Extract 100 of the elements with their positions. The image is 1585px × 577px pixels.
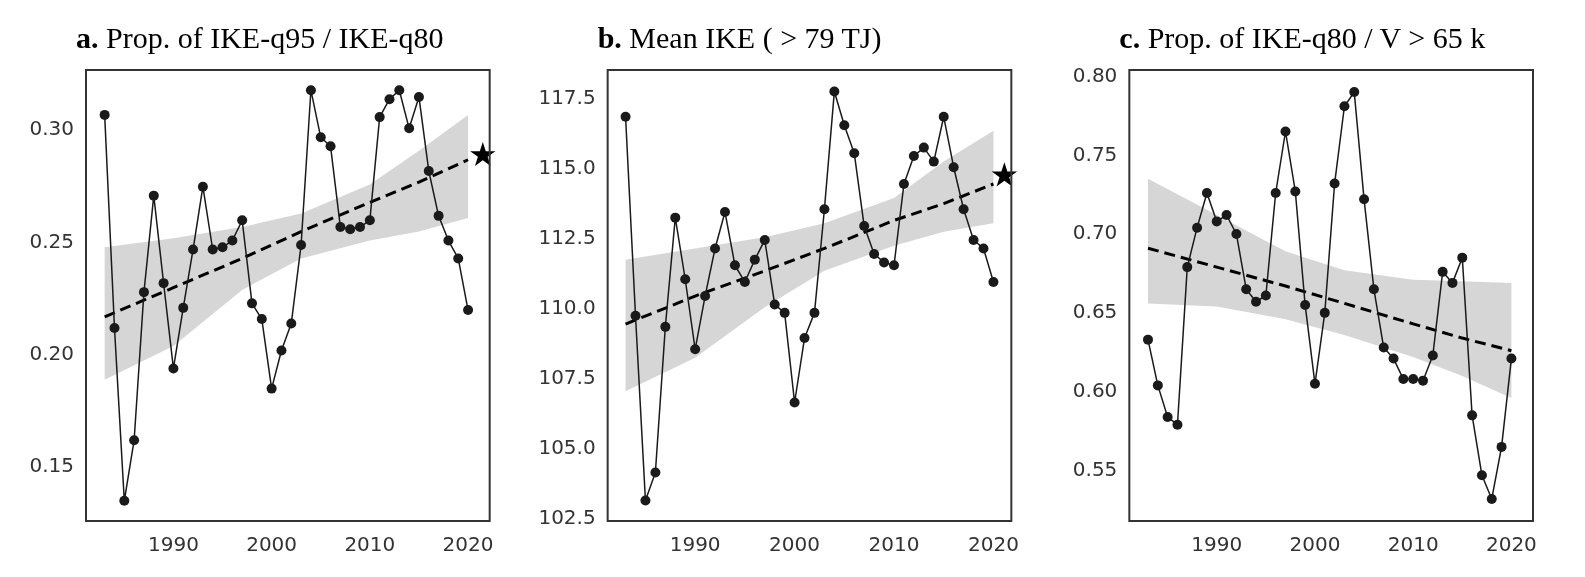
point [700,291,711,302]
y-tick-label: 0.15 [29,452,74,477]
point [1467,410,1478,421]
y-tick-label: 0.60 [1072,378,1118,403]
point [879,257,890,268]
point [1251,296,1262,307]
chart-title: c. Prop. of IKE-q80 / V > 65 k [1119,21,1486,54]
y-tick-label: 0.30 [29,116,74,141]
point [749,254,760,265]
point [197,181,208,192]
point [839,120,850,131]
point [1349,87,1360,98]
point [769,299,780,310]
point [1221,210,1232,221]
point [413,91,424,102]
point [237,215,248,226]
y-tick-label: 0.20 [29,340,74,365]
point [1231,229,1242,239]
point [256,314,267,325]
x-tick-label: 1990 [669,532,721,556]
point [1192,222,1203,233]
point [898,179,909,190]
x-tick-label: 2020 [967,532,1019,556]
y-tick-label: 0.75 [1072,141,1118,166]
point [148,190,159,201]
x-tick-label: 2000 [1289,532,1341,556]
point [670,212,681,223]
point [364,215,375,226]
point [1201,188,1212,198]
y-tick-label: 0.80 [1072,62,1118,87]
point [374,112,385,123]
point [1270,188,1281,198]
point [729,260,740,271]
point [968,235,979,246]
point [1398,374,1409,385]
point [404,123,415,134]
point [988,277,999,288]
point [345,224,356,235]
x-tick-label: 1990 [147,532,199,556]
point [809,307,820,318]
y-tick-label: 0.55 [1072,456,1118,481]
x-tick-label: 2020 [442,532,494,556]
point [1300,299,1311,310]
point [1359,194,1370,205]
y-tick-label: 112.5 [538,225,596,250]
point [819,204,830,215]
point [227,235,238,246]
point [1368,284,1379,295]
point [779,307,790,318]
point [296,240,307,251]
point [433,210,444,221]
point [335,222,346,233]
point [99,109,110,120]
point [109,323,120,334]
point [889,260,900,271]
point [470,141,496,167]
y-tick-label: 110.0 [538,295,596,320]
point [207,244,218,255]
point [286,318,297,329]
point [958,204,969,215]
x-tick-label: 2020 [1485,532,1537,556]
point [305,85,316,96]
point [991,162,1018,187]
y-tick-label: 117.5 [538,85,596,110]
y-tick-label: 0.65 [1072,299,1118,324]
point [158,278,169,289]
point [315,132,326,143]
point [463,305,474,316]
point [394,85,405,96]
x-tick-label: 2010 [1387,532,1439,556]
point [1388,353,1399,364]
point [869,249,880,260]
chart-title: b. Mean IKE ( > 79 TJ) [597,21,882,55]
point [620,111,631,122]
point [1486,493,1497,504]
point [660,321,671,332]
point [1280,126,1291,137]
point [859,221,870,232]
point [829,86,840,97]
y-tick-label: 105.0 [538,435,596,460]
point [1172,419,1183,430]
point [1437,266,1448,277]
point [325,141,336,152]
y-tick-label: 0.70 [1072,220,1118,245]
point [690,344,701,355]
point [1290,186,1301,197]
point [680,274,691,285]
point [266,383,277,394]
point [1319,307,1330,318]
point [1427,350,1438,361]
point [168,363,179,374]
point [276,345,287,356]
chart-title: a. Prop. of IKE-q95 / IKE-q80 [76,21,444,54]
point [650,467,661,478]
point [1506,353,1517,364]
point [1476,470,1487,481]
point [1408,374,1419,385]
point [384,94,395,105]
point [443,235,454,246]
y-tick-label: 107.5 [538,365,596,390]
